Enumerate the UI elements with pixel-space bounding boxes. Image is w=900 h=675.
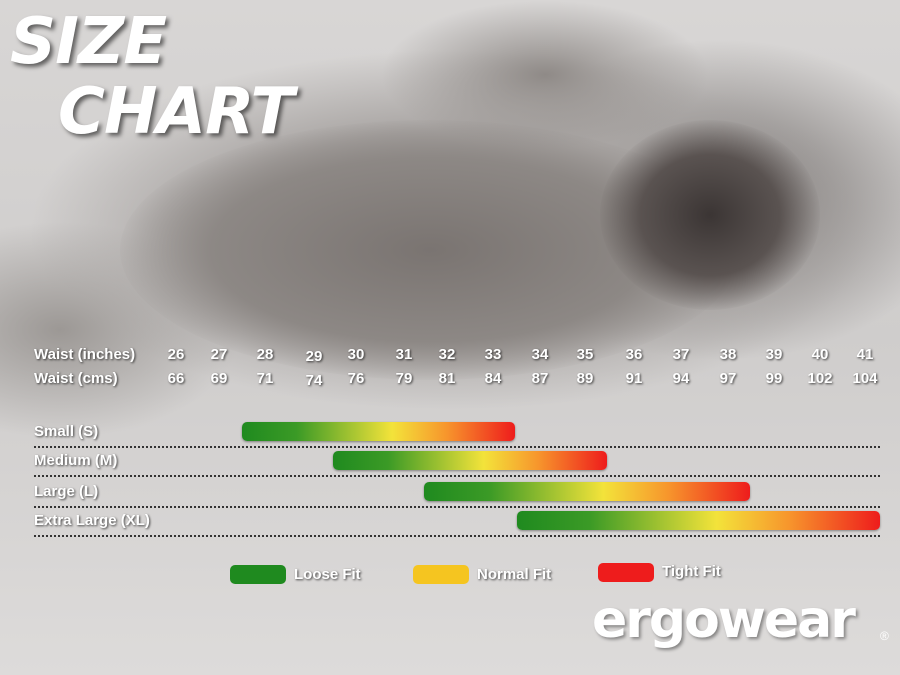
photo-head [600, 120, 820, 310]
size-label: Large (L) [34, 483, 99, 500]
waist-inch-value: 30 [347, 346, 365, 363]
title-size: SIZE [10, 5, 167, 79]
waist-inch-value: 34 [531, 346, 549, 363]
waist-inch-value: 31 [395, 346, 413, 363]
waist-cms-label: Waist (cms) [34, 370, 118, 387]
waist-inch-value: 26 [167, 346, 185, 363]
waist-cm-value: 89 [576, 370, 594, 387]
row-divider [34, 446, 880, 448]
waist-cm-value: 79 [395, 370, 413, 387]
waist-cm-value: 84 [484, 370, 502, 387]
waist-inches-label: Waist (inches) [34, 346, 136, 363]
legend-label: Tight Fit [662, 563, 721, 580]
size-label: Extra Large (XL) [34, 512, 150, 529]
waist-cm-value: 66 [167, 370, 185, 387]
legend-swatch [598, 563, 654, 582]
legend-swatch [230, 565, 286, 584]
waist-cm-value: 81 [438, 370, 456, 387]
waist-inch-value: 39 [765, 346, 783, 363]
legend-label: Loose Fit [294, 566, 361, 583]
waist-inch-value: 32 [438, 346, 456, 363]
title-chart: CHART [58, 75, 294, 149]
size-range-bar [517, 511, 880, 530]
row-divider [34, 535, 880, 537]
photo-torso [120, 120, 740, 380]
waist-cm-value: 87 [531, 370, 549, 387]
waist-cm-value: 76 [347, 370, 365, 387]
waist-cm-value: 74 [305, 372, 323, 389]
legend-swatch [413, 565, 469, 584]
ergowear-logo: ergowear [592, 590, 856, 650]
waist-inch-value: 37 [672, 346, 690, 363]
legend-label: Normal Fit [477, 566, 552, 583]
waist-inch-value: 35 [576, 346, 594, 363]
registered-mark: ® [880, 629, 889, 643]
waist-inch-value: 40 [811, 346, 829, 363]
waist-cm-value: 91 [625, 370, 643, 387]
size-label: Medium (M) [34, 452, 118, 469]
waist-cm-value: 71 [256, 370, 274, 387]
waist-cm-value: 97 [719, 370, 737, 387]
waist-inch-value: 36 [625, 346, 643, 363]
size-range-bar [424, 482, 750, 501]
waist-cm-value: 69 [210, 370, 228, 387]
row-divider [34, 475, 880, 477]
waist-cm-value: 99 [765, 370, 783, 387]
waist-inch-value: 29 [305, 348, 323, 365]
size-range-bar [333, 451, 607, 470]
waist-inch-value: 28 [256, 346, 274, 363]
waist-cm-value: 102 [807, 370, 833, 387]
waist-inch-value: 38 [719, 346, 737, 363]
size-label: Small (S) [34, 423, 99, 440]
photo-arm [380, 0, 710, 150]
size-range-bar [242, 422, 515, 441]
waist-inch-value: 27 [210, 346, 228, 363]
waist-inch-value: 41 [856, 346, 874, 363]
waist-cm-value: 94 [672, 370, 690, 387]
waist-inch-value: 33 [484, 346, 502, 363]
waist-cm-value: 104 [852, 370, 878, 387]
row-divider [34, 506, 880, 508]
